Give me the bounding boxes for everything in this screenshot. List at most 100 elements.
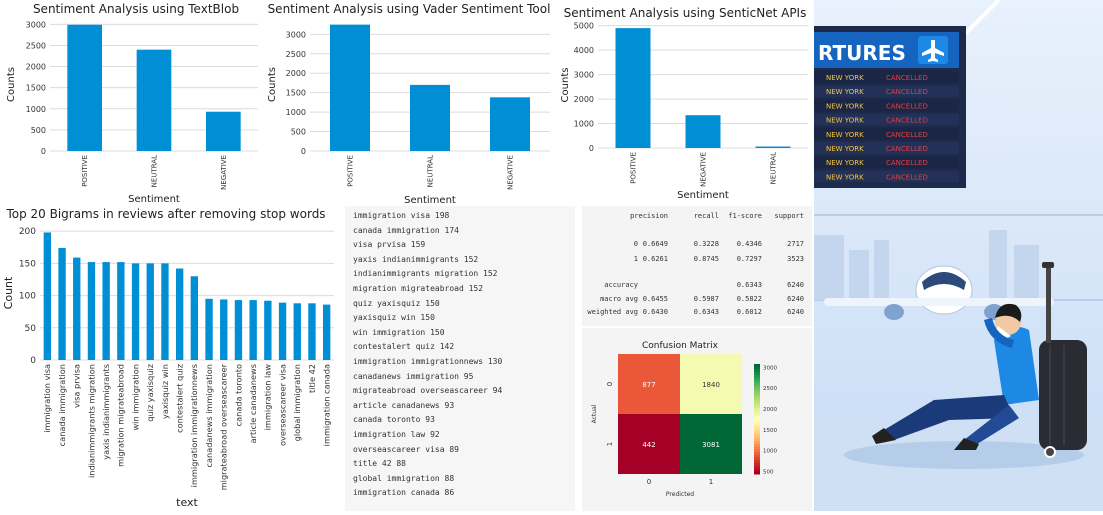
colorbar-segment [754,452,760,456]
colorbar-segment [754,416,760,420]
x-tick-label: POSITIVE [81,155,89,187]
board-status: CANCELLED [886,74,928,82]
textblob-chart: Sentiment Analysis using TextBlob 0 500 100… [6,2,258,205]
chart-title: Top 20 Bigrams in reviews after removing… [5,207,325,221]
board-status: CANCELLED [886,88,928,96]
y-tick-label: 100 [19,292,36,302]
bigram-list-item: migration migrateabroad 152 [353,284,484,293]
x-tick-label: article canadanews [248,364,258,443]
x-tick-label: POSITIVE [346,155,354,187]
bigram-list-item: title 42 88 [353,459,406,469]
airport-illustration: RTURES NEW YORK CANCELLED NEW YORK CANCELLE… [814,0,1103,511]
bar [330,24,370,151]
bigrams-chart: Top 20 Bigrams in reviews after removing… [2,207,334,509]
y-tick-label: 3000 [286,30,306,39]
colorbar-segment [754,377,760,381]
board-status: CANCELLED [886,117,928,125]
x-tick-label: NEGATIVE [506,155,514,190]
report-header: recall [693,212,719,220]
colorbar-segment [754,449,760,453]
bigram-list-item: canada immigration 174 [353,225,459,235]
x-tick-label: immigration law [263,364,273,431]
board-city: NEW YORK [826,102,864,110]
board-row [814,170,959,183]
report-cell: 0.6455 [642,295,668,303]
y-tick-label: 2500 [26,41,46,50]
colorbar-tick-label: 2000 [763,407,777,413]
y-tick-label: 1000 [286,108,306,117]
bar [206,111,241,151]
confusion-matrix-panel: Confusion Matrix 877 1840 442 3081 0 1 0 1 Predic… [582,328,812,511]
bar [205,298,213,360]
bar [67,24,102,152]
y-tick-label: 0 [30,356,36,366]
board-city: NEW YORK [826,74,864,82]
colorbar-segment [754,424,760,428]
bigram-list-item: migrateabroad overseascareer 94 [353,386,503,396]
board-status: CANCELLED [886,159,928,167]
colorbar-segment [754,430,760,434]
chart-title: Sentiment Analysis using Vader Sentiment… [268,2,551,16]
report-cell: 0.4346 [736,240,762,248]
bar [308,303,316,360]
colorbar-segment [754,386,760,390]
bar [220,299,228,360]
y-tick-label: 2000 [286,69,306,78]
bar [87,262,96,360]
bigram-list-item: global immigration 88 [353,473,455,483]
x-tick-label: canada toronto [233,364,243,426]
report-cell: 6240 [787,281,804,289]
bar [58,247,66,360]
heatmap-cell [680,414,742,474]
report-cell: 6240 [787,295,804,303]
y-axis-label: Counts [560,68,571,103]
y-axis-label: Actual [591,404,598,423]
y-tick-label: 500 [31,126,46,135]
bar [615,28,651,149]
x-tick-label: immigration canada [322,364,332,446]
x-tick-label: yaxis indianimmigrants [101,364,111,460]
colorbar-segment [754,463,760,467]
bigrams-chart-panel: Top 20 Bigrams in reviews after removing… [0,206,340,511]
x-tick-label: NEGATIVE [220,155,228,190]
confusion-matrix: Confusion Matrix 877 1840 442 3081 0 1 0 1 Predic… [591,341,777,498]
cell-value-label: 877 [642,381,655,389]
colorbar-segment [754,454,760,458]
x-tick-label: global immigration [292,364,302,441]
x-tick-label: immigration immigrationnews [189,364,199,487]
bigram-list-item: win immigration 150 [353,327,445,337]
x-tick-label: immigration visa [42,364,52,433]
x-tick-label: contestalert quiz [175,364,185,433]
colorbar-segment [754,441,760,445]
board-status: CANCELLED [886,131,928,139]
senticnet-chart: Sentiment Analysis using SenticNet APIs 0… [560,6,808,201]
colorbar-segment [754,405,760,409]
colorbar-segment [754,375,760,379]
vader-chart-panel: Sentiment Analysis using Vader Sentiment… [263,0,555,206]
y-tick-label: 1500 [26,84,46,93]
report-row-label: macro avg [600,295,638,303]
report-header: precision [630,212,668,220]
bigram-list-panel: immigration visa 198 canada immigration 1… [345,206,575,511]
y-tick-label: 4000 [574,46,594,55]
bar [131,263,140,360]
colorbar-segment [754,410,760,414]
bigram-list-item: immigration immigrationnews 130 [353,357,503,366]
x-tick-label: 1 [709,478,713,486]
x-tick-label: POSITIVE [629,152,637,184]
bar [234,300,243,360]
report-cell: 0.6430 [642,308,668,316]
y-tick-label: 2000 [574,95,594,104]
report-row-label: 0 [633,240,638,248]
colorbar-segment [754,408,760,412]
bigram-list-item: immigration law 92 [353,430,440,439]
colorbar-tick-label: 1000 [763,449,777,455]
bar [490,97,530,151]
report-cell: 0.6649 [642,240,668,248]
colorbar-segment [754,419,760,423]
bigram-list-item: canadanews immigration 95 [353,371,474,381]
x-tick-label: 0 [647,478,651,486]
x-tick-label: NEUTRAL [769,152,777,184]
colorbar-segment [754,413,760,417]
y-tick-label: 500 [291,128,306,137]
